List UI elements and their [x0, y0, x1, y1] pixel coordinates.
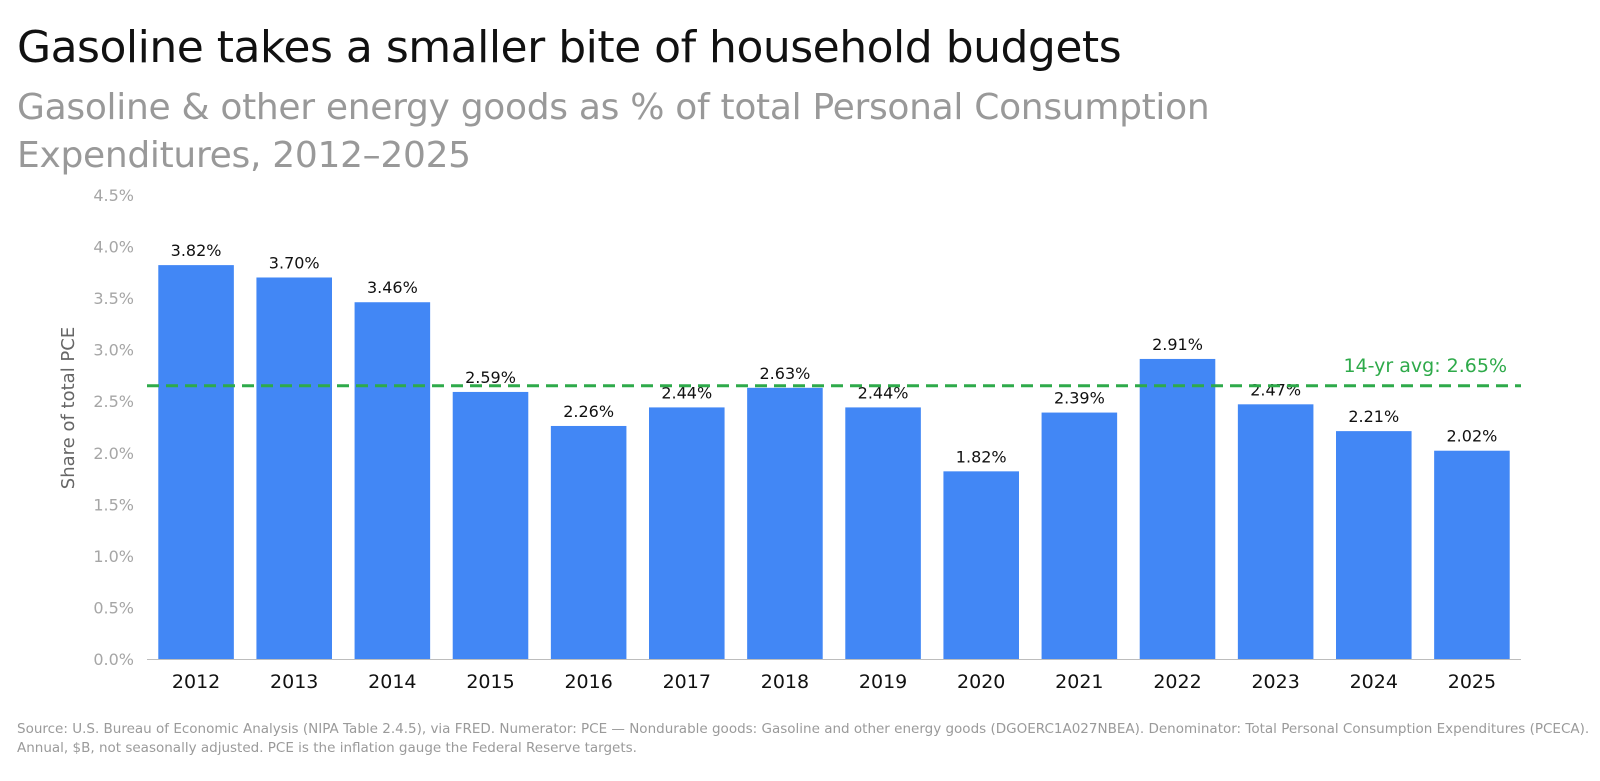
bar-2016 [550, 425, 627, 659]
bar-value-label: 2.39% [1054, 389, 1105, 408]
bar-value-label: 2.91% [1152, 335, 1203, 354]
y-tick-label: 4.5% [93, 186, 134, 205]
bar-2021 [1041, 412, 1118, 659]
y-tick-label: 1.5% [93, 495, 134, 514]
x-tick-label: 2024 [1350, 671, 1398, 693]
x-tick-label: 2012 [172, 671, 220, 693]
bar-2024 [1336, 431, 1412, 659]
x-tick-label: 2022 [1153, 671, 1201, 693]
source-footnote: Source: U.S. Bureau of Economic Analysis… [17, 721, 1590, 756]
chart-subtitle: Gasoline & other energy goods as % of to… [17, 87, 1210, 176]
x-tick-label: 2014 [368, 671, 416, 693]
bar-2022 [1139, 358, 1216, 659]
y-tick-label: 2.5% [93, 392, 134, 411]
x-tick-label: 2021 [1055, 671, 1103, 693]
y-tick-label: 2.0% [93, 444, 134, 463]
bar-value-label: 1.82% [956, 447, 1007, 466]
bars [158, 265, 1510, 659]
chart-title: Gasoline takes a smaller bite of househo… [17, 22, 1122, 73]
bar-value-label: 2.59% [465, 368, 516, 387]
x-tick-label: 2015 [466, 671, 514, 693]
bar-value-label: 2.21% [1348, 407, 1399, 426]
bar-value-labels: 3.82% 3.70% 3.46% 2.59% 2.26% 2.44% 2.63% 2.44%… [171, 241, 1498, 466]
bar-value-label: 3.46% [367, 278, 418, 297]
bar-value-label: 2.63% [760, 364, 811, 383]
y-tick-label: 0.5% [93, 598, 134, 617]
bar-2020 [943, 471, 1019, 659]
y-tick-label: 0.0% [93, 650, 134, 669]
x-tick-label: 2023 [1251, 671, 1299, 693]
y-tick-label: 3.5% [93, 289, 134, 308]
bar-2013 [256, 277, 332, 659]
bar-value-label: 2.26% [563, 402, 614, 421]
x-tick-label: 2020 [957, 671, 1005, 693]
bar-2017 [649, 407, 725, 659]
x-tick-label: 2017 [663, 671, 711, 693]
bar-value-label: 3.70% [269, 253, 320, 272]
bar-value-label: 2.44% [661, 383, 712, 402]
bar-value-label: 3.82% [171, 241, 222, 260]
bar-2025 [1434, 450, 1510, 659]
bar-value-label: 2.02% [1447, 427, 1498, 446]
y-tick-label: 1.0% [93, 547, 134, 566]
x-tick-label: 2013 [270, 671, 318, 693]
bar-2014 [354, 302, 431, 659]
bar-value-label: 2.47% [1250, 380, 1301, 399]
y-axis-label: Share of total PCE [58, 327, 79, 489]
bar-2023 [1237, 404, 1314, 659]
x-tick-label: 2025 [1448, 671, 1496, 693]
bar-2015 [452, 391, 529, 659]
bar-value-label: 2.44% [858, 383, 909, 402]
bar-2012 [158, 265, 234, 659]
y-axis-ticks: 0.0% 0.5% 1.0% 1.5% 2.0% 2.5% 3.0% 3.5% 4.0% 4.5% [93, 186, 134, 669]
y-tick-label: 3.0% [93, 341, 134, 360]
x-tick-label: 2016 [564, 671, 612, 693]
x-axis-ticks: 2012 2013 2014 2015 2016 2017 2018 2019 2020 2021… [172, 671, 1496, 693]
y-tick-label: 4.0% [93, 238, 134, 257]
x-tick-label: 2018 [761, 671, 809, 693]
average-line-label: 14-yr avg: 2.65% [1343, 355, 1507, 377]
bar-2018 [747, 387, 823, 659]
bar-2019 [845, 407, 921, 659]
x-tick-label: 2019 [859, 671, 907, 693]
